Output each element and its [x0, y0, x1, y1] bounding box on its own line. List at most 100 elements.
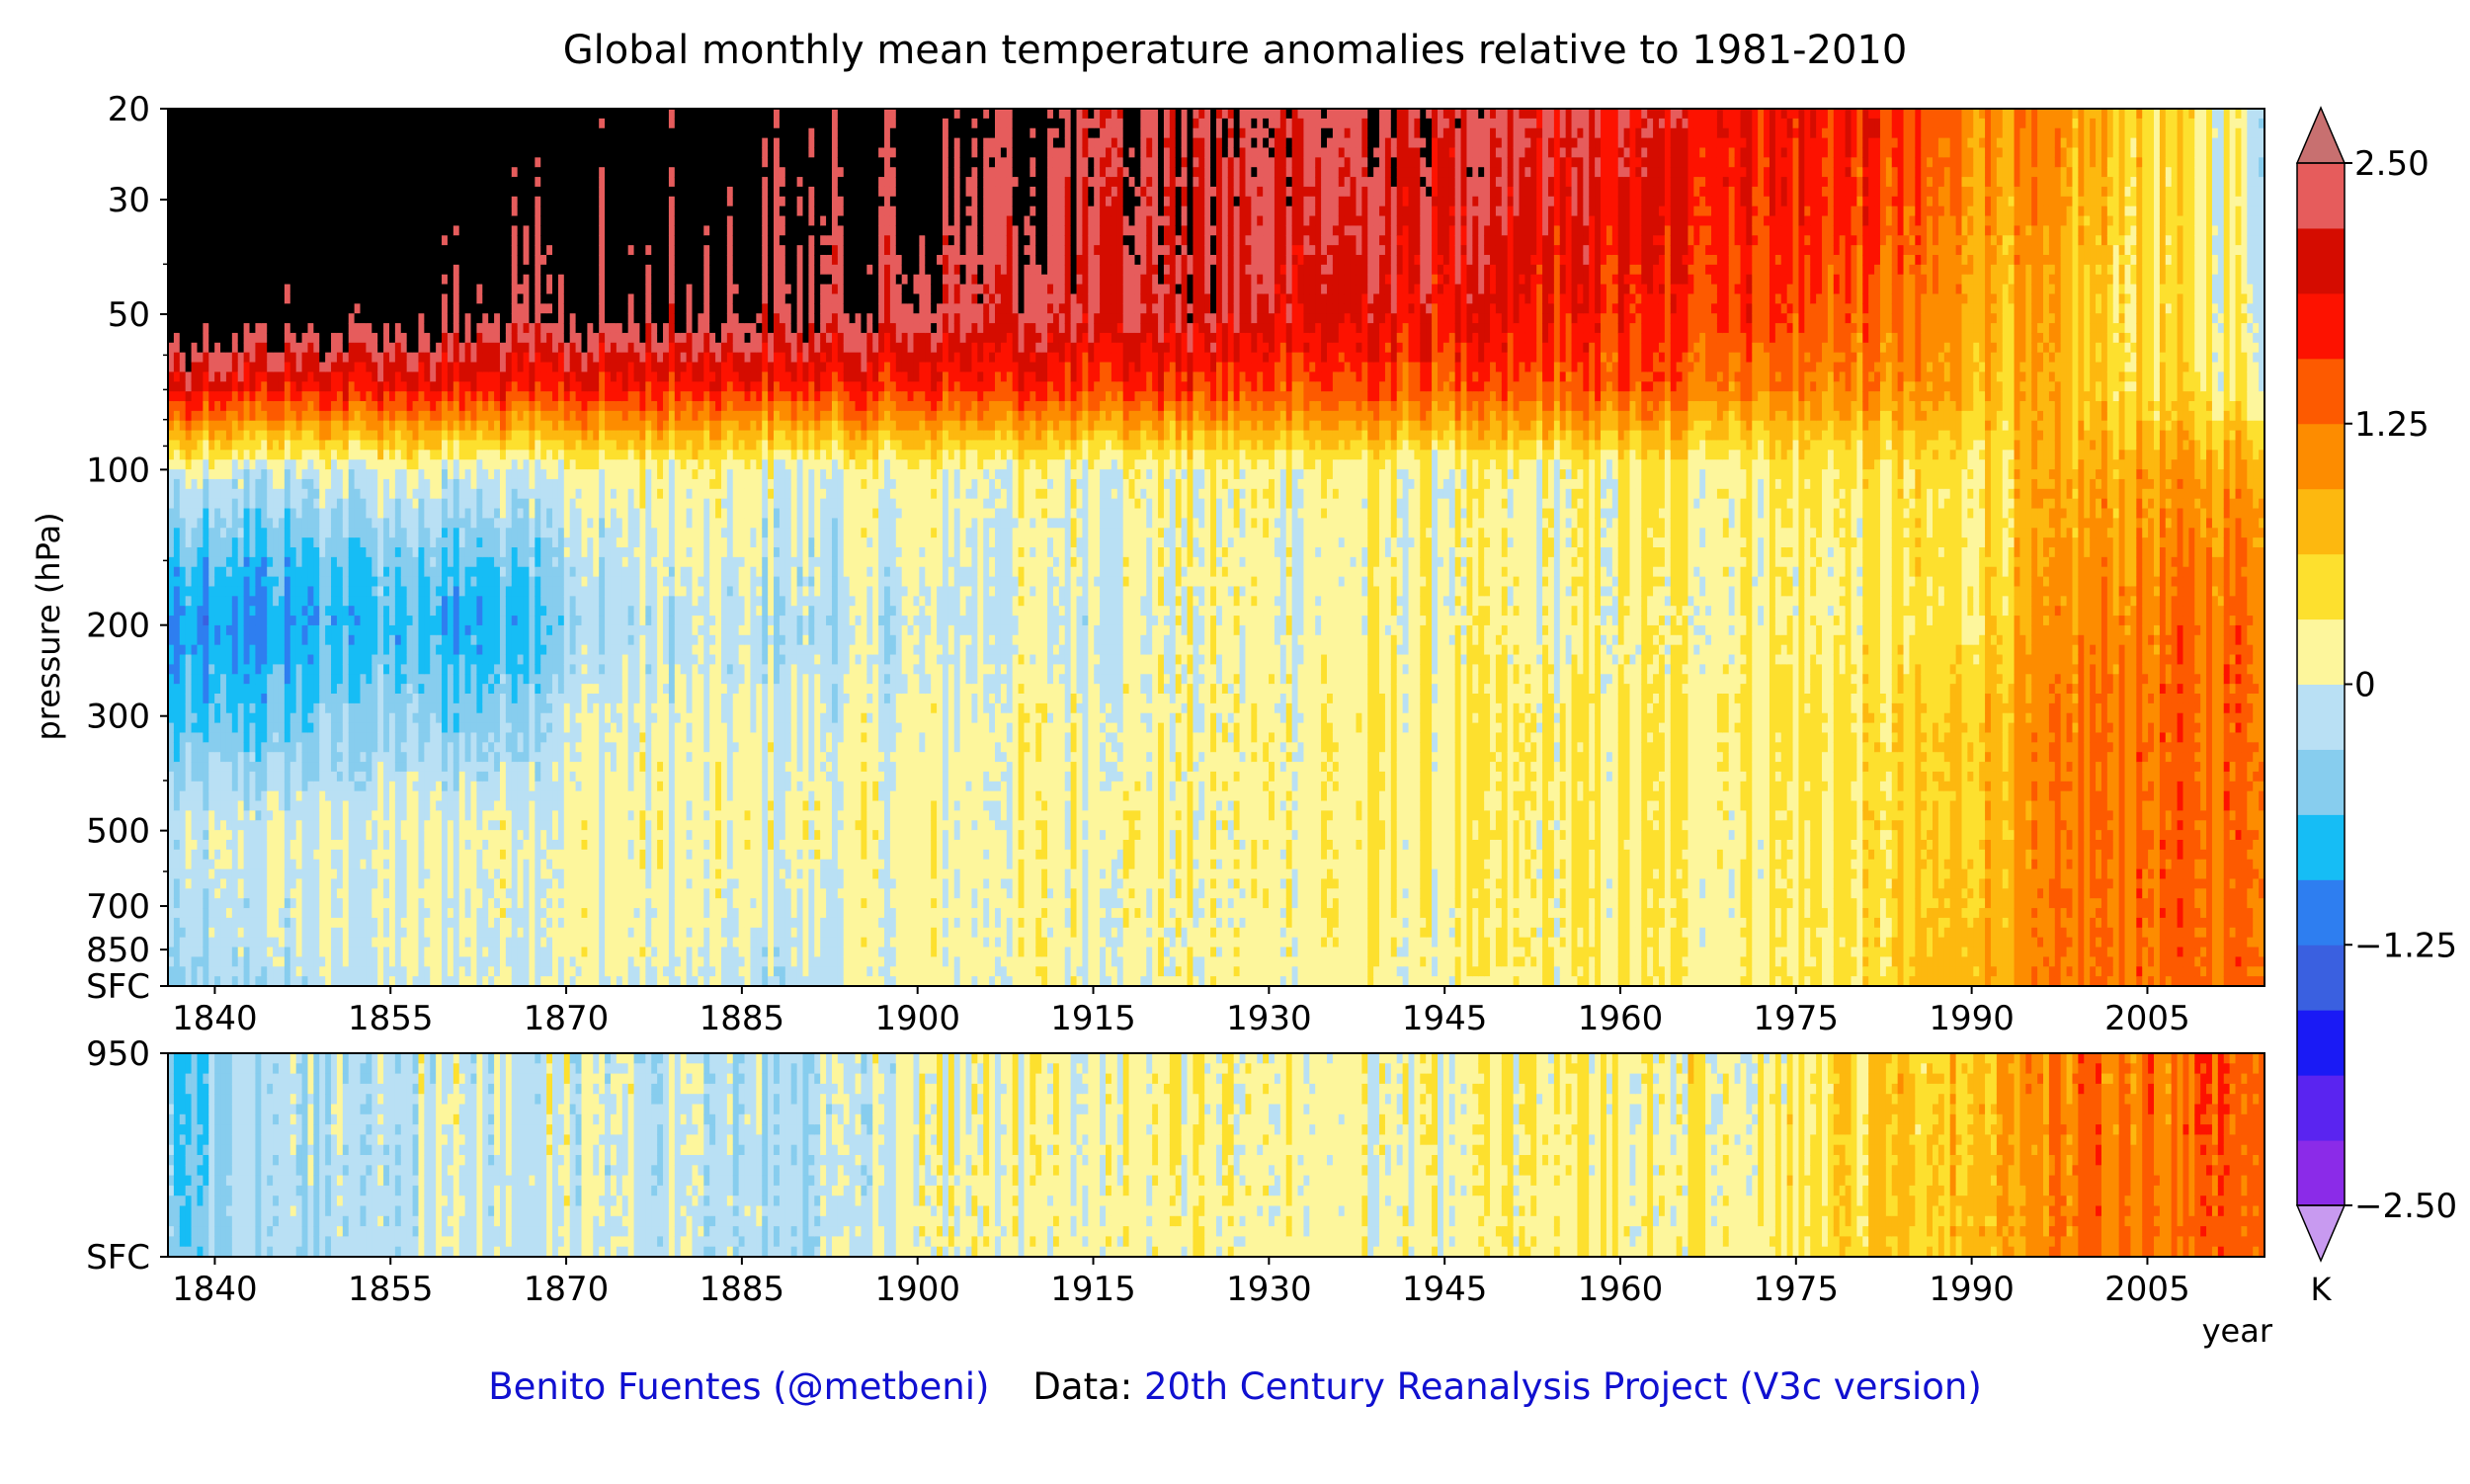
- heatmap-cell: [220, 684, 226, 694]
- heatmap-cell: [250, 635, 256, 645]
- heatmap-cell: [192, 518, 198, 528]
- heatmap-cell: [208, 109, 214, 119]
- heatmap-cell: [186, 810, 192, 820]
- heatmap-cell: [208, 509, 214, 519]
- heatmap-cell: [238, 742, 244, 752]
- heatmap-cell: [180, 528, 186, 537]
- heatmap-cell: [232, 869, 238, 879]
- heatmap-cell: [250, 128, 256, 138]
- heatmap-cell: [214, 187, 220, 197]
- heatmap-cell: [238, 948, 244, 957]
- heatmap-cell: [226, 723, 232, 733]
- heatmap-cell: [232, 528, 238, 537]
- heatmap-cell: [197, 119, 203, 128]
- heatmap-cell: [250, 782, 256, 791]
- heatmap-cell: [174, 353, 180, 363]
- heatmap-cell: [186, 440, 192, 450]
- heatmap-cell: [220, 138, 226, 148]
- heatmap-cell: [244, 265, 250, 275]
- heatmap-cell: [232, 577, 238, 587]
- heatmap-cell: [238, 245, 244, 255]
- heatmap-cell: [244, 547, 250, 557]
- heatmap-cell: [232, 850, 238, 860]
- heatmap-cell: [220, 801, 226, 811]
- heatmap-cell: [238, 109, 244, 119]
- heatmap-cell: [244, 499, 250, 509]
- heatmap-cell: [180, 674, 186, 684]
- heatmap-cell: [250, 371, 256, 381]
- heatmap-cell: [174, 147, 180, 157]
- heatmap-cell: [220, 948, 226, 957]
- heatmap-cell: [180, 499, 186, 509]
- heatmap-cell: [250, 489, 256, 499]
- heatmap-cell: [208, 567, 214, 577]
- heatmap-cell: [208, 293, 214, 303]
- heatmap-cell: [192, 713, 198, 723]
- heatmap-cell: [192, 810, 198, 820]
- heatmap-cell: [208, 820, 214, 830]
- heatmap-cell: [250, 381, 256, 391]
- heatmap-cell: [197, 645, 203, 655]
- heatmap-cell: [220, 216, 226, 226]
- heatmap-cell: [250, 363, 256, 372]
- heatmap-cell: [180, 371, 186, 381]
- heatmap-cell: [250, 742, 256, 752]
- heatmap-cell: [220, 187, 226, 197]
- heatmap-cell: [226, 167, 232, 177]
- heatmap-cell: [244, 840, 250, 850]
- heatmap-cell: [250, 752, 256, 762]
- heatmap-cell: [250, 479, 256, 489]
- heatmap-cell: [208, 421, 214, 431]
- heatmap-cell: [214, 878, 220, 888]
- heatmap-cell: [220, 567, 226, 577]
- heatmap-cell: [174, 557, 180, 567]
- heatmap-cell: [226, 537, 232, 547]
- heatmap-cell: [174, 371, 180, 381]
- heatmap-cell: [250, 840, 256, 850]
- heatmap-cell: [192, 772, 198, 782]
- heatmap-cell: [203, 353, 208, 363]
- heatmap-cell: [203, 606, 208, 616]
- heatmap-cell: [197, 703, 203, 713]
- heatmap-cell: [238, 567, 244, 577]
- heatmap-cell: [214, 752, 220, 762]
- heatmap-cell: [226, 293, 232, 303]
- heatmap-cell: [180, 772, 186, 782]
- heatmap-cell: [180, 801, 186, 811]
- heatmap-cell: [232, 801, 238, 811]
- heatmap-cell: [226, 703, 232, 713]
- heatmap-cell: [226, 801, 232, 811]
- heatmap-cell: [214, 323, 220, 333]
- heatmap-cell: [255, 157, 261, 167]
- heatmap-cell: [192, 938, 198, 948]
- heatmap-cell: [238, 333, 244, 343]
- heatmap-cell: [180, 518, 186, 528]
- heatmap-cell: [244, 577, 250, 587]
- heatmap-cell: [255, 586, 261, 596]
- heatmap-cell: [214, 948, 220, 957]
- heatmap-cell: [220, 401, 226, 411]
- heatmap-cell: [174, 674, 180, 684]
- heatmap-cell: [203, 109, 208, 119]
- heatmap-cell: [180, 313, 186, 323]
- heatmap-cell: [226, 177, 232, 187]
- heatmap-cell: [220, 655, 226, 665]
- heatmap-cell: [238, 772, 244, 782]
- heatmap-cell: [208, 343, 214, 353]
- heatmap-cell: [238, 782, 244, 791]
- heatmap-cell: [214, 810, 220, 820]
- heatmap-cell: [192, 752, 198, 762]
- heatmap-cell: [238, 596, 244, 606]
- heatmap-cell: [197, 459, 203, 469]
- heatmap-cell: [232, 928, 238, 938]
- heatmap-cell: [197, 557, 203, 567]
- heatmap-cell: [203, 293, 208, 303]
- heatmap-cell: [214, 431, 220, 441]
- heatmap-cell: [197, 938, 203, 948]
- heatmap-cell: [203, 469, 208, 479]
- heatmap-cell: [226, 187, 232, 197]
- heatmap-cell: [244, 742, 250, 752]
- heatmap-cell: [214, 206, 220, 216]
- heatmap-cell: [220, 147, 226, 157]
- heatmap-cell: [186, 938, 192, 948]
